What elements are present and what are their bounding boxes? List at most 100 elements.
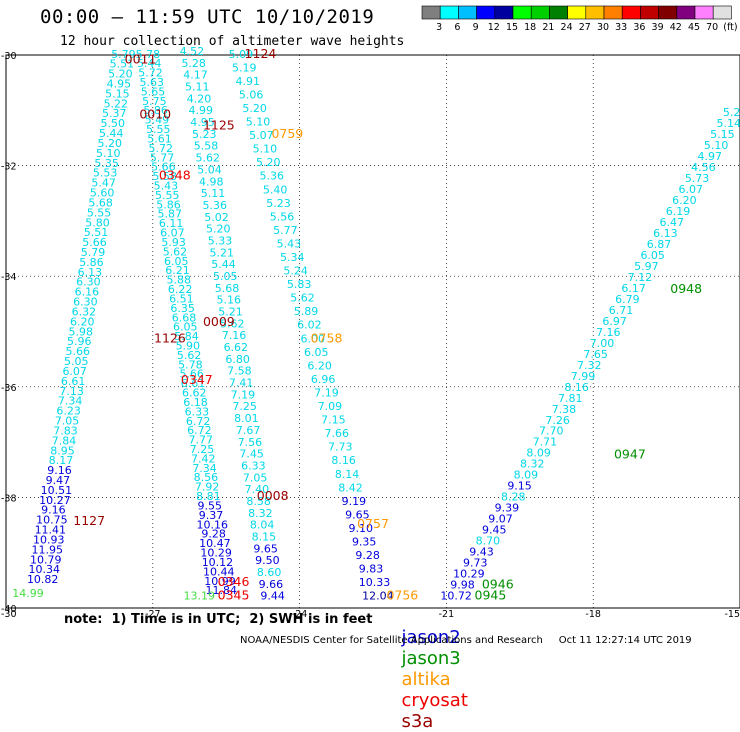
colorbar-tick-label: 39 [652, 22, 664, 33]
wave-height-label: 7.83 [53, 424, 78, 437]
wave-height-label: 10.82 [27, 573, 59, 586]
wave-height-label: 9.50 [255, 554, 280, 567]
wave-height-label: 10.99 [204, 575, 236, 588]
pass-time-label: 1125 [203, 118, 235, 133]
wave-height-label: 8.09 [514, 469, 539, 482]
wave-height-label: 5.78 [136, 48, 161, 61]
wave-height-label: 6.05 [173, 321, 198, 334]
wave-height-label: 8.95 [50, 444, 75, 457]
page-title: 00:00 – 11:59 UTC 10/10/2019 [40, 6, 375, 28]
wave-height-label: 7.32 [577, 359, 602, 372]
colorbar-swatch [603, 5, 623, 20]
wave-height-label: 9.47 [46, 474, 71, 487]
colorbar-tick-label: 3 [436, 22, 442, 33]
wave-height-label: 5.49 [145, 114, 170, 127]
wave-height-label: 10.93 [33, 533, 65, 546]
colorbar-tick-label: 9 [473, 22, 479, 33]
colorbar-swatch [640, 5, 659, 20]
pass-time-label: 0011 [125, 51, 157, 66]
wave-height-label: 11.84 [206, 584, 238, 597]
legend-jason2: jason2 [401, 627, 461, 648]
pass-time-label: 0757 [357, 516, 389, 531]
wave-height-label: 9.16 [41, 504, 66, 517]
colorbar-tick-label: 27 [579, 22, 591, 33]
wave-height-label: 5.19 [232, 61, 257, 74]
wave-height-label: 5.62 [220, 317, 245, 330]
wave-height-label: 7.71 [533, 436, 558, 449]
wave-height-label: 9.28 [355, 549, 380, 562]
wave-height-label: 6.22 [168, 283, 193, 296]
wave-height-label: 5.96 [67, 335, 92, 348]
wave-height-label: 6.13 [653, 227, 678, 240]
lat-lon-grid [6, 55, 740, 608]
wave-height-label: 7.12 [628, 271, 653, 284]
wave-height-label: 8.32 [520, 458, 545, 471]
wave-height-label: 7.00 [590, 337, 615, 350]
wave-height-label: 5.63 [140, 76, 165, 89]
wave-height-label: 5.40 [263, 183, 288, 196]
colorbar-swatch [494, 5, 514, 20]
wave-height-label: 5.14 [717, 117, 740, 130]
wave-height-label: 9.07 [488, 513, 513, 526]
colorbar-swatch [439, 5, 459, 20]
wave-height-label: 5.20 [206, 223, 231, 236]
wave-height-label: 11.41 [35, 524, 67, 537]
legend-jason3: jason3 [401, 648, 461, 669]
wave-height-label: 5.62 [177, 349, 202, 362]
wave-height-label: 5.10 [704, 139, 729, 152]
wave-height-label: 6.05 [164, 255, 189, 268]
wave-height-label: 5.44 [137, 57, 162, 70]
wave-height-label: 5.05 [64, 355, 89, 368]
colorbar-tick-label: 12 [488, 22, 500, 33]
wave-height-label: 9.10 [349, 522, 374, 535]
satellite-legend: jason2 jason3 altika cryosat s3a [390, 606, 475, 732]
wave-height-label: 5.55 [155, 189, 180, 202]
wave-height-label: 5.66 [82, 236, 107, 249]
wave-height-label: 10.44 [203, 565, 235, 578]
colorbar-swatch [567, 5, 587, 20]
wave-height-label: 8.42 [338, 481, 363, 494]
wave-height-label: 5.37 [102, 107, 127, 120]
wave-height-label: 5.83 [287, 278, 312, 291]
wave-height-label: 10.16 [197, 518, 229, 531]
wave-height-label: 5.04 [197, 163, 222, 176]
wave-height-label: 7.25 [190, 443, 215, 456]
wave-height-label: 5.55 [146, 123, 171, 136]
wave-height-label: 6.02 [297, 319, 322, 332]
wave-height-label: 10.27 [39, 494, 71, 507]
wave-height-label: 4.91 [235, 75, 260, 88]
wave-height-label: 5.72 [138, 67, 163, 80]
wave-height-label: 10.29 [453, 568, 485, 581]
lon-tick-label: -15 [724, 609, 740, 620]
wave-height-label: 4.97 [698, 150, 723, 163]
wave-height-label: 4.99 [188, 104, 213, 117]
wave-height-label: 8.15 [252, 530, 277, 543]
pass-time-label: 0759 [271, 126, 303, 141]
wave-height-label: 5.68 [88, 196, 113, 209]
wave-height-label: 5.10 [253, 143, 278, 156]
wave-height-label: 10.29 [200, 547, 232, 560]
colorbar-tick-label: 30 [597, 22, 609, 33]
wave-height-label: 6.21 [165, 264, 190, 277]
wave-height-label: 5.86 [79, 256, 104, 269]
wave-height-label: 9.16 [47, 464, 72, 477]
lat-tick-label: -36 [1, 383, 17, 394]
wave-height-label: 4.52 [180, 45, 205, 58]
colorbar-tick-label: 6 [454, 22, 460, 33]
pass-time-label: 0948 [670, 281, 702, 296]
wave-height-label: 7.67 [236, 424, 261, 437]
wave-height-label: 8.17 [49, 454, 74, 467]
wave-height-label: 5.84 [174, 330, 199, 343]
wave-height-label: 10.47 [199, 537, 231, 550]
wave-height-label: 5.10 [96, 147, 121, 160]
wave-height-label: 5.28 [181, 57, 206, 70]
wave-height-label: 6.33 [241, 459, 266, 472]
wave-height-label: 5.75 [142, 95, 167, 108]
wave-height-label: 5.88 [167, 274, 192, 287]
wave-height-label: 5.73 [685, 172, 710, 185]
wave-height-label: 5.29 [723, 106, 740, 119]
colorbar-tick-label: 42 [670, 22, 682, 33]
wave-height-label: 6.20 [70, 315, 95, 328]
wave-height-label: 6.35 [170, 302, 195, 315]
track-jason3-east: 5.295.145.155.104.974.565.736.076.206.19… [440, 106, 740, 603]
